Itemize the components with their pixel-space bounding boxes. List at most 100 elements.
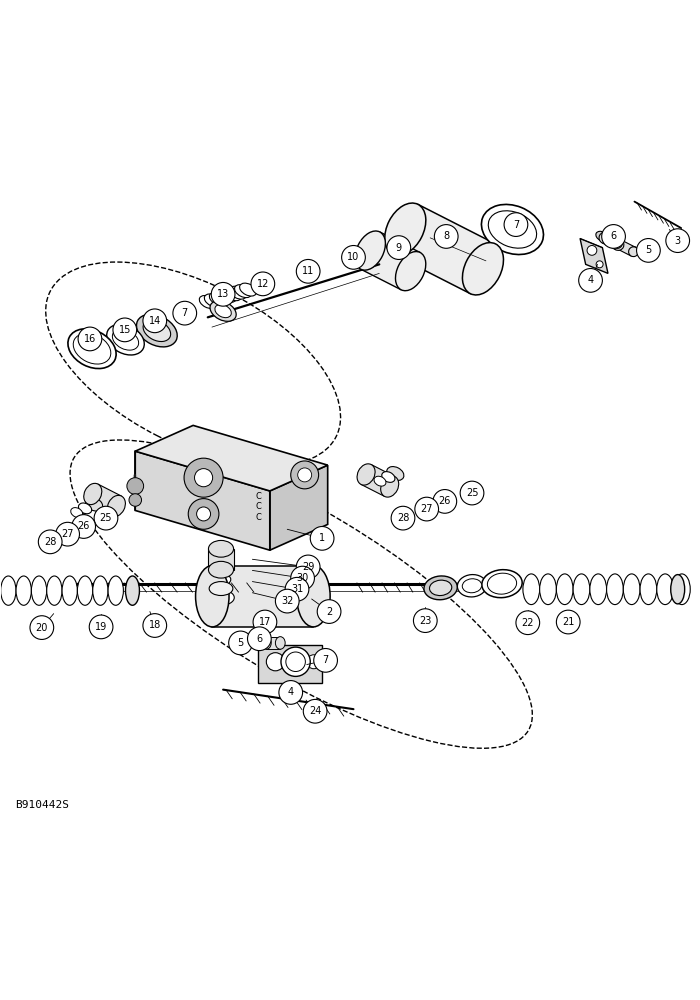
Text: 7: 7	[513, 220, 519, 230]
Ellipse shape	[671, 575, 685, 604]
Ellipse shape	[482, 204, 543, 255]
Text: C: C	[255, 492, 261, 501]
Text: 5: 5	[237, 638, 244, 648]
Circle shape	[195, 469, 213, 487]
Circle shape	[143, 309, 167, 333]
Ellipse shape	[143, 320, 171, 342]
Polygon shape	[360, 232, 420, 290]
Polygon shape	[88, 484, 121, 516]
Ellipse shape	[573, 574, 590, 605]
Text: 16: 16	[84, 334, 96, 344]
Ellipse shape	[239, 283, 256, 296]
Ellipse shape	[385, 203, 426, 255]
Text: 23: 23	[419, 616, 431, 626]
Ellipse shape	[113, 329, 139, 350]
Circle shape	[602, 225, 625, 248]
Ellipse shape	[430, 580, 452, 596]
Ellipse shape	[78, 576, 92, 605]
Text: C: C	[255, 513, 261, 522]
Ellipse shape	[489, 211, 537, 248]
Circle shape	[143, 614, 167, 637]
Text: 11: 11	[302, 266, 314, 276]
Ellipse shape	[108, 576, 123, 605]
Circle shape	[72, 515, 95, 538]
Ellipse shape	[47, 576, 62, 605]
Ellipse shape	[1, 576, 16, 605]
Ellipse shape	[136, 314, 177, 347]
Ellipse shape	[68, 329, 116, 369]
Circle shape	[89, 615, 113, 639]
Text: 28: 28	[397, 513, 410, 523]
Ellipse shape	[357, 464, 375, 485]
Circle shape	[433, 490, 456, 513]
Circle shape	[596, 261, 603, 268]
Ellipse shape	[215, 304, 231, 318]
Ellipse shape	[424, 576, 457, 600]
Ellipse shape	[523, 574, 540, 605]
Circle shape	[251, 272, 274, 296]
Circle shape	[342, 246, 365, 269]
Ellipse shape	[204, 294, 221, 307]
Circle shape	[248, 627, 271, 651]
Text: 30: 30	[297, 573, 309, 583]
Circle shape	[129, 494, 141, 506]
Ellipse shape	[211, 563, 232, 577]
Polygon shape	[615, 239, 636, 256]
Ellipse shape	[596, 231, 609, 242]
Circle shape	[460, 481, 484, 505]
Ellipse shape	[230, 286, 246, 299]
Ellipse shape	[84, 483, 102, 505]
Ellipse shape	[234, 285, 251, 298]
Text: 5: 5	[645, 245, 652, 255]
Text: 20: 20	[36, 623, 48, 633]
Ellipse shape	[219, 289, 237, 302]
Ellipse shape	[623, 574, 640, 605]
Polygon shape	[361, 465, 395, 496]
Ellipse shape	[462, 579, 482, 593]
Ellipse shape	[599, 232, 610, 243]
Text: 26: 26	[78, 521, 90, 531]
Ellipse shape	[457, 575, 486, 597]
Polygon shape	[212, 566, 314, 627]
Ellipse shape	[275, 637, 285, 649]
Ellipse shape	[395, 252, 426, 291]
Ellipse shape	[262, 637, 271, 649]
Ellipse shape	[612, 239, 624, 250]
Ellipse shape	[590, 574, 607, 605]
Text: 26: 26	[439, 496, 451, 506]
Ellipse shape	[286, 652, 305, 672]
Circle shape	[296, 555, 320, 579]
Ellipse shape	[62, 576, 78, 605]
Ellipse shape	[209, 540, 234, 557]
Text: 32: 32	[281, 596, 293, 606]
Text: 25: 25	[99, 513, 112, 523]
Ellipse shape	[195, 566, 229, 627]
Ellipse shape	[92, 576, 108, 605]
Ellipse shape	[281, 647, 310, 676]
Ellipse shape	[556, 574, 573, 605]
Circle shape	[113, 318, 136, 342]
Text: 13: 13	[217, 289, 229, 299]
Circle shape	[307, 655, 321, 669]
Circle shape	[298, 468, 312, 482]
Ellipse shape	[199, 296, 216, 308]
Ellipse shape	[607, 574, 623, 605]
Ellipse shape	[78, 503, 92, 514]
Ellipse shape	[381, 476, 399, 497]
Circle shape	[516, 611, 540, 635]
Text: 29: 29	[302, 562, 314, 572]
Ellipse shape	[209, 292, 226, 305]
Text: 1: 1	[319, 533, 326, 543]
Ellipse shape	[208, 590, 234, 605]
Circle shape	[415, 497, 438, 521]
Text: 2: 2	[326, 607, 332, 617]
Circle shape	[253, 610, 276, 634]
Ellipse shape	[657, 574, 673, 605]
Ellipse shape	[355, 231, 386, 270]
Ellipse shape	[85, 497, 103, 511]
Ellipse shape	[71, 508, 83, 517]
Text: 28: 28	[44, 537, 57, 547]
Circle shape	[435, 225, 458, 248]
Circle shape	[211, 282, 235, 306]
Text: 14: 14	[148, 316, 161, 326]
